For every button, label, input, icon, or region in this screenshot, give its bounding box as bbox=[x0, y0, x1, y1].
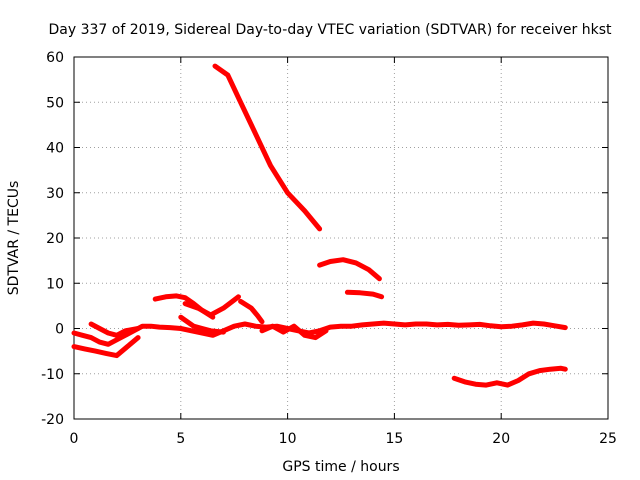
y-tick-label: -20 bbox=[41, 412, 64, 428]
x-tick-label: 20 bbox=[492, 431, 510, 447]
series-seg-8 bbox=[71, 335, 141, 359]
y-axis-label: SDTVAR / TECUs bbox=[6, 181, 22, 296]
y-tick-label: 0 bbox=[55, 322, 64, 338]
chart-title: Day 337 of 2019, Sidereal Day-to-day VTE… bbox=[49, 22, 612, 38]
axis-ticks bbox=[73, 56, 609, 420]
y-tick-label: -10 bbox=[41, 367, 64, 383]
series-seg-10 bbox=[178, 314, 226, 335]
x-axis-tick-labels: 0 5 10 15 20 25 bbox=[70, 431, 617, 447]
x-tick-label: 5 bbox=[176, 431, 185, 447]
x-tick-label: 0 bbox=[70, 431, 79, 447]
series-seg-5 bbox=[182, 294, 241, 318]
y-tick-label: 60 bbox=[46, 50, 64, 66]
y-tick-label: 30 bbox=[46, 186, 64, 202]
data-series bbox=[71, 63, 568, 388]
series-seg-1 bbox=[212, 63, 323, 232]
y-tick-label: 10 bbox=[46, 276, 64, 292]
y-tick-label: 20 bbox=[46, 231, 64, 247]
y-tick-label: 50 bbox=[46, 95, 64, 111]
gridlines bbox=[74, 57, 608, 419]
series-seg-9 bbox=[88, 321, 141, 338]
y-tick-label: 40 bbox=[46, 141, 64, 157]
series-seg-12 bbox=[451, 365, 568, 388]
series-seg-2 bbox=[317, 257, 382, 282]
x-tick-label: 10 bbox=[279, 431, 297, 447]
x-axis-label: GPS time / hours bbox=[282, 459, 399, 475]
series-seg-3 bbox=[344, 289, 385, 300]
x-tick-label: 15 bbox=[385, 431, 403, 447]
series-seg-7 bbox=[71, 320, 568, 347]
series-seg-11 bbox=[259, 323, 329, 341]
series-seg-6 bbox=[238, 298, 265, 325]
y-axis-tick-labels: -20 -10 0 10 20 30 40 50 60 bbox=[41, 50, 64, 428]
x-tick-label: 25 bbox=[599, 431, 617, 447]
